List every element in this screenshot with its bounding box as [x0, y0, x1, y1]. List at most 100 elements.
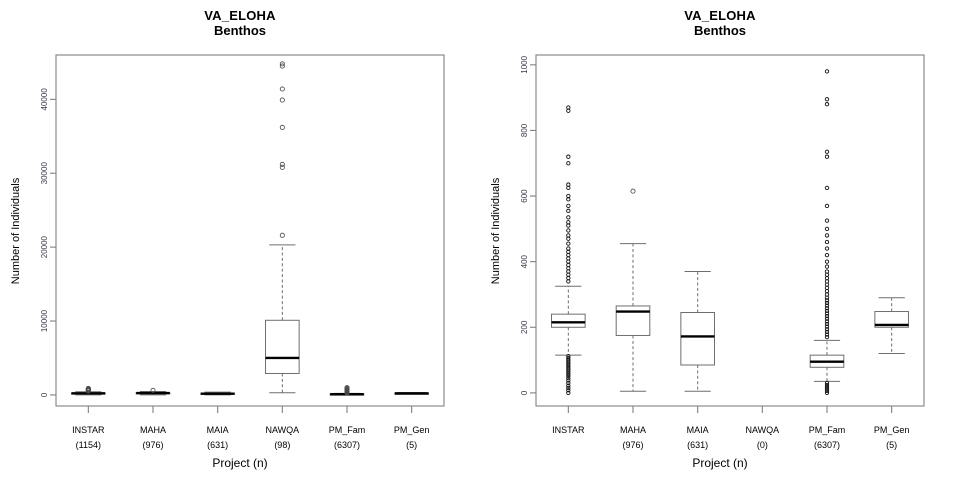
- outlier-point: [566, 208, 571, 213]
- outlier-point: [566, 361, 571, 367]
- boxplot-nawqa: [265, 61, 300, 394]
- y-tick-label: 200: [520, 320, 529, 334]
- x-category-count: (5): [406, 440, 417, 450]
- x-category-label: PM_Gen: [394, 425, 430, 435]
- outlier-point: [85, 385, 91, 392]
- outlier-point: [824, 388, 830, 394]
- x-category-label: NAWQA: [265, 425, 299, 435]
- outlier-point: [566, 383, 571, 388]
- y-tick-label: 1000: [520, 55, 529, 73]
- plot-frame: [55, 54, 445, 407]
- outlier-point: [824, 311, 830, 316]
- outlier-point: [150, 387, 156, 393]
- outlier-point: [824, 233, 830, 238]
- outlier-point: [279, 232, 285, 238]
- boxplot-pm_gen: [394, 392, 429, 395]
- outlier-point: [824, 308, 830, 314]
- outlier-point: [824, 300, 830, 306]
- outlier-point: [566, 380, 571, 386]
- outlier-point: [824, 316, 830, 321]
- x-category-count: (6307): [334, 440, 360, 450]
- y-tick-label: 800: [520, 123, 529, 137]
- x-category-count: (976): [622, 440, 643, 450]
- outlier-point: [824, 303, 830, 308]
- y-tick-label: 10000: [40, 309, 49, 332]
- x-category-label: INSTAR: [552, 425, 585, 435]
- outlier-point: [566, 246, 571, 251]
- boxplot-panel-right: VA_ELOHA Benthos Number of Individuals 0…: [480, 0, 960, 482]
- outlier-point: [566, 233, 571, 238]
- plot-frame: [535, 54, 925, 407]
- outlier-point: [824, 246, 830, 251]
- outlier-point: [279, 164, 285, 170]
- panel-right-title-block: VA_ELOHA Benthos: [480, 8, 960, 38]
- outlier-point: [566, 182, 571, 187]
- boxplot-pm_fam: [329, 385, 365, 396]
- boxplot-maha: [615, 188, 651, 392]
- outlier-point: [824, 306, 830, 311]
- boxplot-instar: [551, 105, 586, 396]
- outlier-point: [824, 239, 830, 245]
- x-category-count: (631): [687, 440, 708, 450]
- outlier-point: [566, 353, 571, 359]
- outlier-point: [824, 149, 830, 154]
- panel-right-subtitle: Benthos: [694, 23, 746, 38]
- outlier-point: [566, 369, 571, 375]
- outlier-point: [566, 161, 571, 166]
- outlier-point: [824, 97, 830, 102]
- outlier-point: [566, 365, 571, 371]
- outlier-point: [566, 367, 571, 373]
- outlier-point: [566, 203, 571, 209]
- y-tick-label: 40000: [40, 88, 49, 111]
- box-iqr: [680, 312, 715, 366]
- y-tick-label: 0: [40, 392, 49, 397]
- panel-left-subtitle: Benthos: [214, 23, 266, 38]
- y-tick-label: 20000: [40, 235, 49, 258]
- outlier-point: [566, 363, 571, 369]
- boxplot-pm_fam: [809, 69, 845, 396]
- outlier-point: [824, 390, 830, 396]
- x-category-label: INSTAR: [72, 425, 105, 435]
- outlier-point: [824, 69, 830, 74]
- outlier-point: [824, 154, 830, 159]
- outlier-point: [566, 378, 571, 383]
- panel-left-x-axis-label: Project (n): [212, 456, 268, 470]
- outlier-point: [566, 220, 571, 225]
- x-category-label: PM_Fam: [329, 425, 366, 435]
- x-category-count: (5): [886, 440, 897, 450]
- x-category-count: (0): [757, 440, 768, 450]
- outlier-point: [279, 97, 285, 103]
- outlier-point: [824, 319, 830, 324]
- boxplot-instar: [71, 385, 106, 396]
- outlier-point: [824, 380, 830, 386]
- outlier-point: [566, 373, 571, 378]
- x-category-label: NAWQA: [745, 425, 779, 435]
- panel-right-title: VA_ELOHA: [684, 8, 756, 23]
- outlier-point: [566, 385, 571, 391]
- outlier-point: [824, 313, 830, 319]
- box-iqr: [551, 313, 586, 328]
- outlier-point: [824, 269, 830, 274]
- boxplot-maia: [680, 271, 715, 392]
- outlier-point: [566, 355, 571, 361]
- x-category-count: (976): [142, 440, 163, 450]
- outlier-point: [824, 185, 830, 191]
- outlier-point: [279, 124, 285, 130]
- outlier-point: [566, 371, 571, 377]
- outlier-point: [824, 218, 830, 223]
- x-category-count: (1154): [76, 440, 101, 450]
- outlier-point: [279, 86, 285, 92]
- x-category-label: PM_Gen: [874, 425, 910, 435]
- outlier-point: [824, 382, 830, 388]
- boxplot-panel-left: VA_ELOHA Benthos Number of Individuals 0…: [10, 8, 445, 470]
- panel-right-x-axis-label: Project (n): [692, 456, 748, 470]
- outlier-point: [566, 215, 571, 220]
- outlier-point: [566, 388, 571, 393]
- outlier-point: [824, 102, 830, 107]
- outlier-point: [566, 357, 571, 363]
- outlier-point: [344, 385, 350, 391]
- box-iqr: [265, 319, 300, 374]
- y-tick-label: 0: [520, 390, 529, 395]
- outlier-point: [630, 188, 636, 194]
- outlier-point: [824, 252, 830, 258]
